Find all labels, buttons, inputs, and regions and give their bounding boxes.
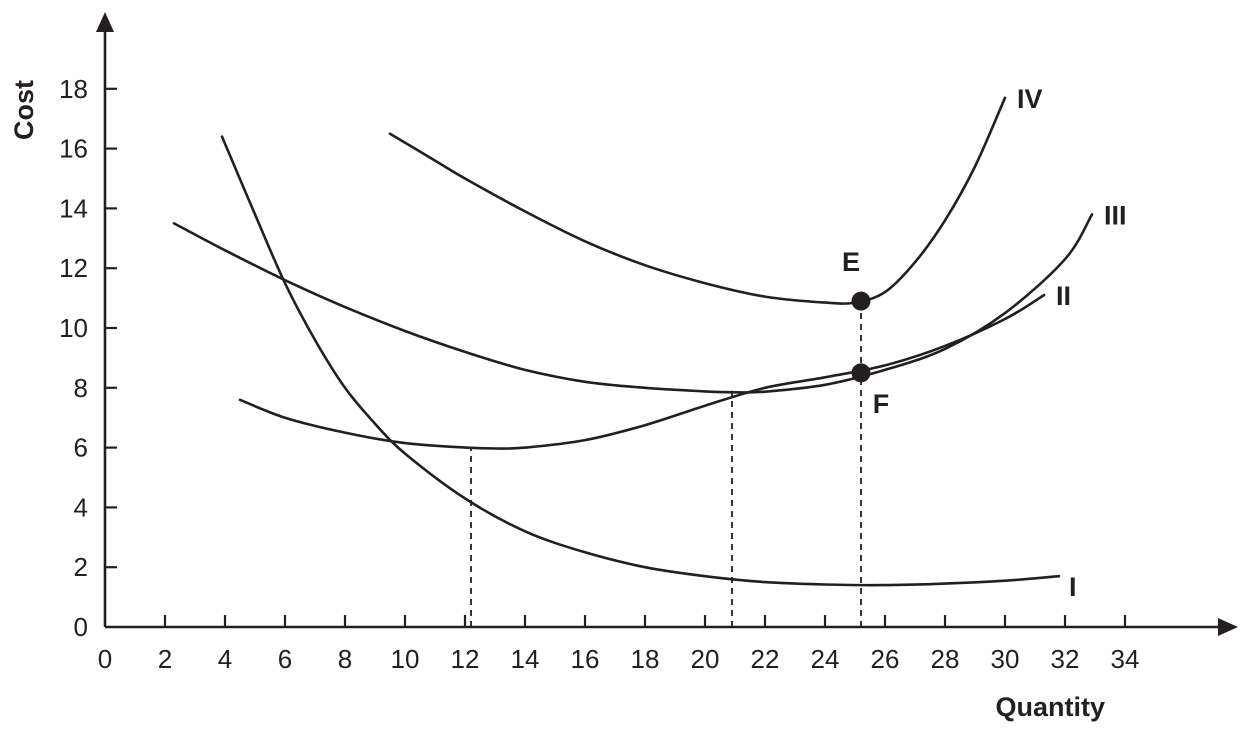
y-tick-label: 0 <box>74 612 88 642</box>
x-tick-label: 30 <box>991 644 1020 674</box>
axes: 0 2 4 6 8 10 12 14 16 18 20 22 24 26 28 30 32 34024681012… <box>59 12 1238 674</box>
point-e <box>851 291 871 311</box>
x-axis-title: Quantity <box>995 692 1105 722</box>
curve-ii <box>238 293 1046 450</box>
curve-iii <box>172 213 1094 394</box>
y-tick-label: 16 <box>59 134 88 164</box>
point-label-f: F <box>873 389 890 419</box>
curve-label-i: I <box>1069 572 1077 602</box>
y-tick-label: 18 <box>59 74 88 104</box>
x-axis-arrow <box>1218 618 1238 636</box>
x-tick-label: 34 <box>1111 644 1140 674</box>
marked-points <box>851 291 871 383</box>
x-tick-label: 22 <box>751 644 780 674</box>
curve-label-iii: III <box>1104 200 1127 230</box>
x-tick-label: 12 <box>451 644 480 674</box>
curve-i <box>220 135 1061 587</box>
y-axis-arrow <box>96 12 114 32</box>
curve-label-iv: IV <box>1017 84 1043 114</box>
x-tick-label: 24 <box>811 644 840 674</box>
x-tick-label: 28 <box>931 644 960 674</box>
x-tick-label: 20 <box>691 644 720 674</box>
x-tick-label: 16 <box>571 644 600 674</box>
y-tick-label: 8 <box>74 373 88 403</box>
y-tick-label: 2 <box>74 552 88 582</box>
curve-label-ii: II <box>1056 281 1071 311</box>
y-tick-label: 14 <box>59 193 88 223</box>
x-tick-label: 8 <box>338 644 352 674</box>
x-tick-label: 10 <box>391 644 420 674</box>
x-tick-label: 4 <box>218 644 232 674</box>
x-tick-label: 0 <box>98 644 112 674</box>
curve-iv <box>388 96 1007 305</box>
x-tick-label: 14 <box>511 644 540 674</box>
guide-lines <box>470 301 862 627</box>
point-label-e: E <box>842 247 860 277</box>
y-tick-label: 4 <box>74 492 88 522</box>
cost-curves <box>172 96 1094 587</box>
x-tick-label: 6 <box>278 644 292 674</box>
y-tick-label: 10 <box>59 313 88 343</box>
x-tick-label: 26 <box>871 644 900 674</box>
point-f <box>851 363 871 383</box>
y-tick-label: 6 <box>74 433 88 463</box>
y-axis-title: Cost <box>9 80 39 140</box>
x-tick-label: 2 <box>158 644 172 674</box>
y-tick-label: 12 <box>59 253 88 283</box>
x-tick-label: 18 <box>631 644 660 674</box>
x-tick-label: 32 <box>1051 644 1080 674</box>
